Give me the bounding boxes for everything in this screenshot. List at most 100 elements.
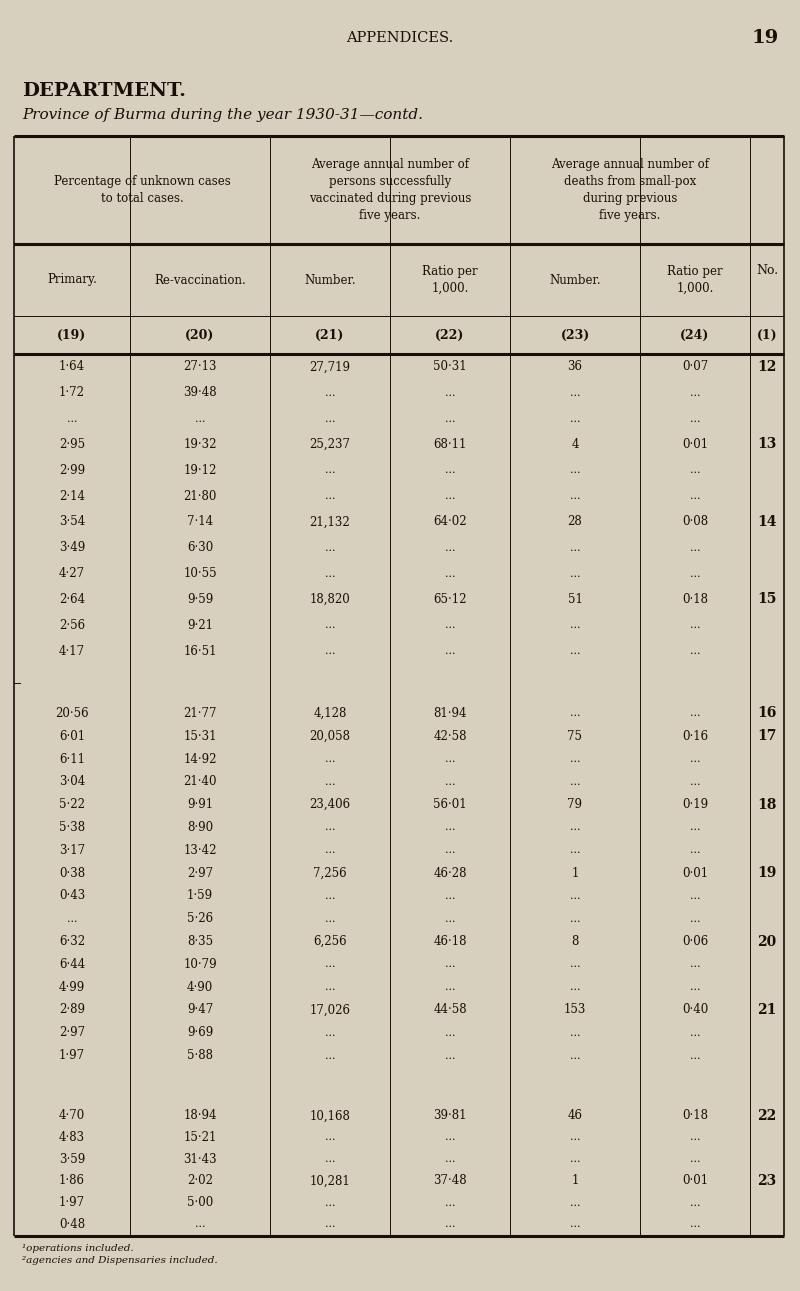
Text: ...: ... <box>690 982 700 993</box>
Text: 64·02: 64·02 <box>433 515 467 528</box>
Text: ...: ... <box>690 822 700 833</box>
Text: ...: ... <box>445 646 455 656</box>
Text: 23: 23 <box>758 1174 777 1188</box>
Text: APPENDICES.: APPENDICES. <box>346 31 454 45</box>
Text: 7,256: 7,256 <box>313 866 347 879</box>
Text: No.: No. <box>756 263 778 276</box>
Text: 44·58: 44·58 <box>433 1003 467 1016</box>
Text: 14·92: 14·92 <box>183 753 217 766</box>
Text: ...: ... <box>325 1154 335 1164</box>
Text: 39·48: 39·48 <box>183 386 217 399</box>
Text: ...: ... <box>570 754 580 764</box>
Text: 21·40: 21·40 <box>183 776 217 789</box>
Text: ...: ... <box>325 568 335 578</box>
Text: ...: ... <box>570 465 580 475</box>
Text: 18,820: 18,820 <box>310 593 350 605</box>
Text: ...: ... <box>690 1028 700 1038</box>
Text: 16: 16 <box>758 706 777 720</box>
Text: 0·38: 0·38 <box>59 866 85 879</box>
Text: ...: ... <box>66 914 78 924</box>
Text: ...: ... <box>325 542 335 553</box>
Text: ...: ... <box>325 754 335 764</box>
Text: ...: ... <box>570 1219 580 1229</box>
Text: ...: ... <box>325 646 335 656</box>
Text: 2·89: 2·89 <box>59 1003 85 1016</box>
Text: (20): (20) <box>186 328 214 342</box>
Text: ...: ... <box>690 491 700 501</box>
Text: 42·58: 42·58 <box>434 729 466 742</box>
Text: 3·49: 3·49 <box>59 541 85 554</box>
Text: 2·97: 2·97 <box>187 866 213 879</box>
Text: (21): (21) <box>315 328 345 342</box>
Text: ...: ... <box>690 959 700 970</box>
Text: ...: ... <box>690 1219 700 1229</box>
Text: ...: ... <box>325 982 335 993</box>
Text: 25,237: 25,237 <box>310 438 350 451</box>
Text: ...: ... <box>445 491 455 501</box>
Text: 14: 14 <box>758 515 777 529</box>
Text: ...: ... <box>690 413 700 423</box>
Text: ...: ... <box>445 754 455 764</box>
Text: Number.: Number. <box>304 274 356 287</box>
Text: 8·35: 8·35 <box>187 935 213 948</box>
Text: 0·43: 0·43 <box>59 889 85 902</box>
Text: ...: ... <box>445 1198 455 1207</box>
Text: ...: ... <box>690 620 700 630</box>
Text: 68·11: 68·11 <box>434 438 466 451</box>
Text: 7·14: 7·14 <box>187 515 213 528</box>
Text: ...: ... <box>194 413 206 423</box>
Text: 28: 28 <box>568 515 582 528</box>
Text: 21·77: 21·77 <box>183 707 217 720</box>
Text: ...: ... <box>690 1132 700 1143</box>
Text: 9·21: 9·21 <box>187 618 213 631</box>
Text: 12: 12 <box>758 360 777 374</box>
Text: 20: 20 <box>758 935 777 949</box>
Text: 4·90: 4·90 <box>187 981 213 994</box>
Text: Re-vaccination.: Re-vaccination. <box>154 274 246 287</box>
Text: ...: ... <box>325 1051 335 1061</box>
Text: 2·95: 2·95 <box>59 438 85 451</box>
Text: ...: ... <box>325 891 335 901</box>
Text: 37·48: 37·48 <box>433 1175 467 1188</box>
Text: 19·32: 19·32 <box>183 438 217 451</box>
Text: ...: ... <box>570 387 580 398</box>
Text: 0·08: 0·08 <box>682 515 708 528</box>
Text: ...: ... <box>570 709 580 718</box>
Text: ...: ... <box>570 846 580 855</box>
Text: ...: ... <box>690 709 700 718</box>
Text: (19): (19) <box>58 328 86 342</box>
Text: (23): (23) <box>560 328 590 342</box>
Text: ...: ... <box>570 1154 580 1164</box>
Text: 15·31: 15·31 <box>183 729 217 742</box>
Text: ...: ... <box>570 777 580 786</box>
Text: ...: ... <box>690 754 700 764</box>
Text: 5·22: 5·22 <box>59 798 85 811</box>
Text: Ratio per
1,000.: Ratio per 1,000. <box>422 265 478 296</box>
Text: 1·72: 1·72 <box>59 386 85 399</box>
Text: ...: ... <box>570 822 580 833</box>
Text: ...: ... <box>570 1132 580 1143</box>
Text: 46·18: 46·18 <box>434 935 466 948</box>
Text: Province of Burma during the year 1930-31—contd.: Province of Burma during the year 1930-3… <box>22 108 423 123</box>
Text: ...: ... <box>570 891 580 901</box>
Text: ...: ... <box>690 1154 700 1164</box>
Text: Average annual number of
persons successfully
vaccinated during previous
five ye: Average annual number of persons success… <box>309 158 471 222</box>
Text: 46: 46 <box>567 1109 582 1122</box>
Text: 79: 79 <box>567 798 582 811</box>
Text: ...: ... <box>570 959 580 970</box>
Text: 0·18: 0·18 <box>682 1109 708 1122</box>
Text: ...: ... <box>690 465 700 475</box>
Text: ...: ... <box>445 387 455 398</box>
Text: ...: ... <box>325 959 335 970</box>
Text: ...: ... <box>690 1198 700 1207</box>
Text: 21: 21 <box>758 1003 777 1017</box>
Text: ...: ... <box>325 1198 335 1207</box>
Text: 4,128: 4,128 <box>314 707 346 720</box>
Text: ...: ... <box>325 491 335 501</box>
Text: 20·56: 20·56 <box>55 707 89 720</box>
Text: 23,406: 23,406 <box>310 798 350 811</box>
Text: ...: ... <box>570 646 580 656</box>
Text: ...: ... <box>690 777 700 786</box>
Text: 3·17: 3·17 <box>59 844 85 857</box>
Text: ...: ... <box>445 846 455 855</box>
